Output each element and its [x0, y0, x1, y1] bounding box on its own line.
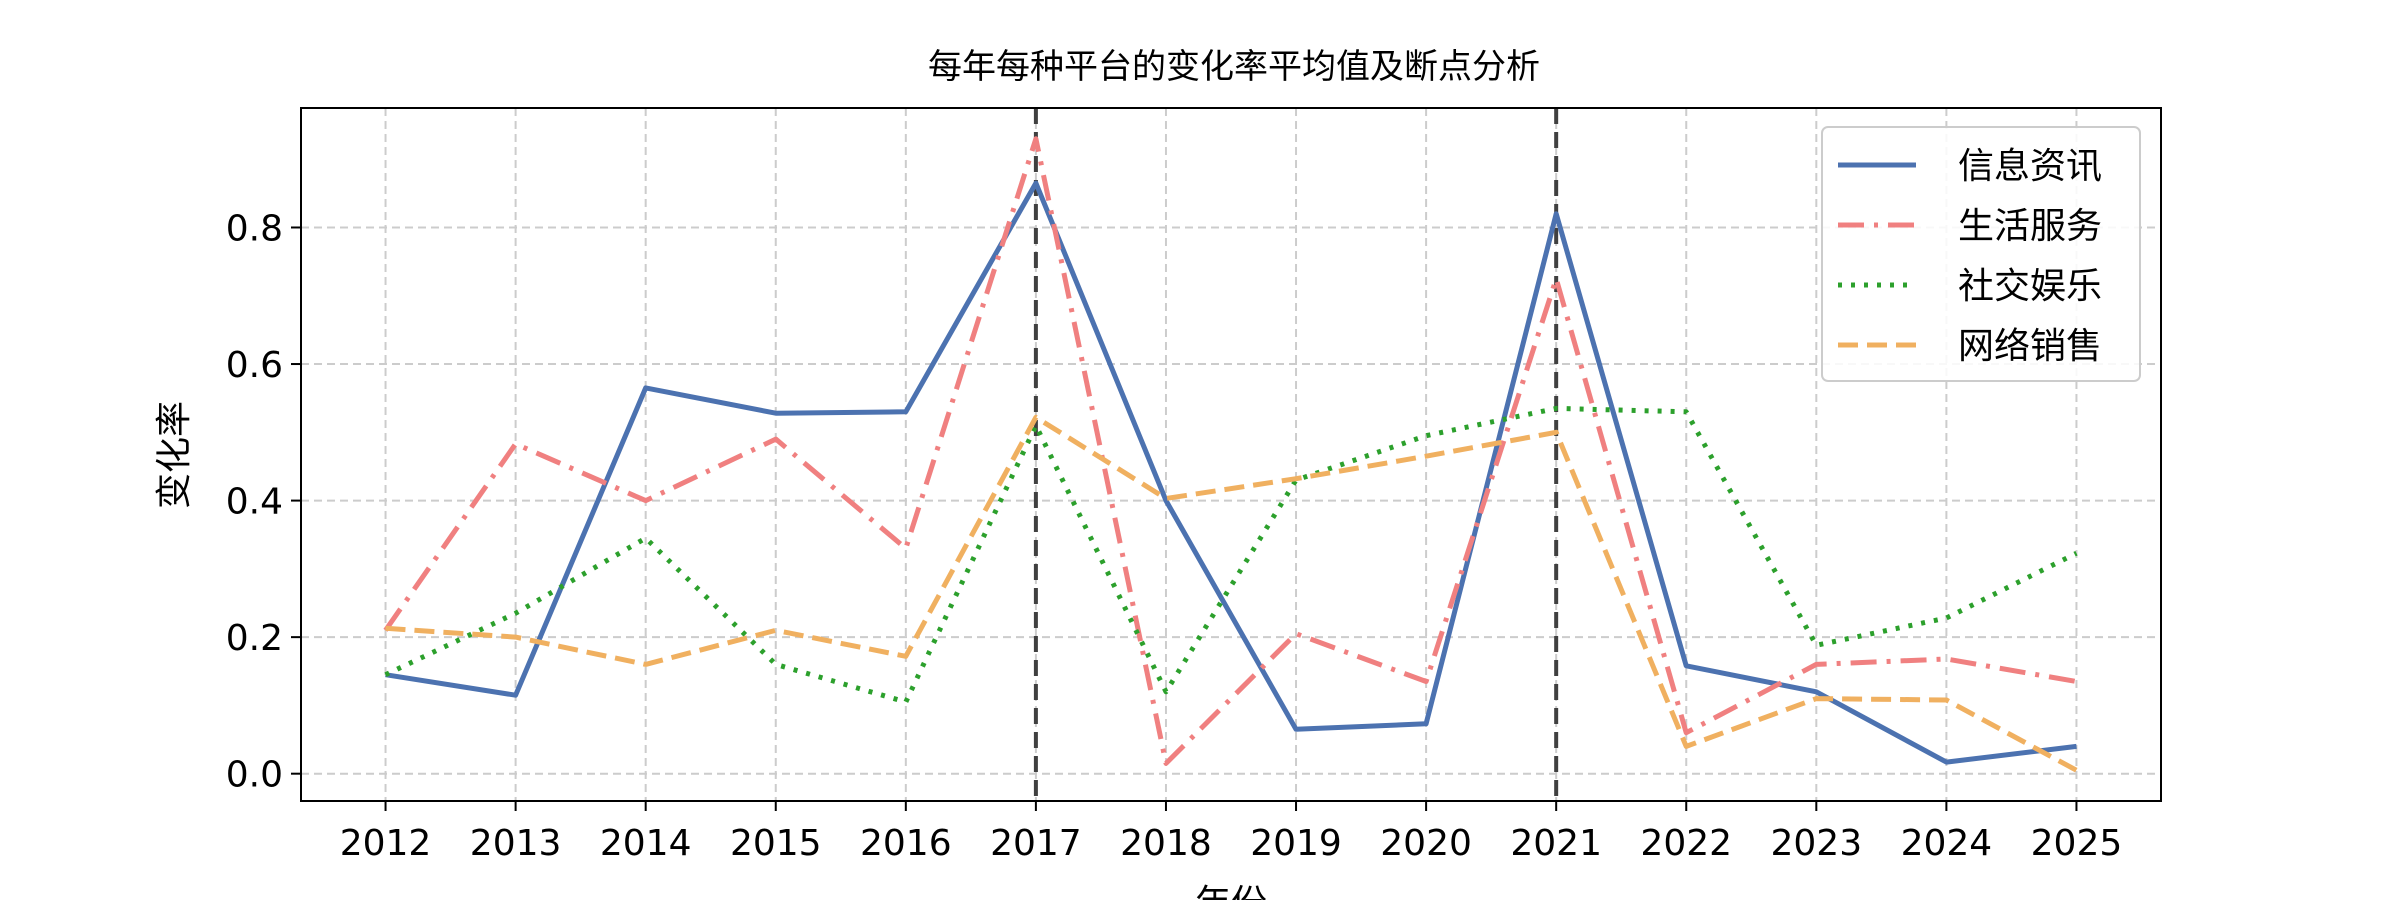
y-tick-label: 0.8	[226, 208, 283, 249]
series-line-0	[385, 180, 2077, 765]
y-tick-label: 0.6	[226, 345, 283, 386]
series-lines	[383, 136, 2078, 773]
x-tick-label: 2013	[470, 823, 562, 864]
x-tick-label: 2015	[730, 823, 822, 864]
y-tick-label: 0.4	[226, 482, 283, 523]
y-tick-label: 0.2	[226, 618, 283, 659]
x-axis: 2012 2013 2014 2015 2016 2017 2018 2019 2020 2021…	[340, 801, 2123, 864]
legend-label: 生活服务	[1958, 206, 2102, 247]
x-tick-label: 2012	[340, 823, 432, 864]
x-tick-label: 2018	[1120, 823, 1212, 864]
y-tick-label: 0.0	[226, 755, 283, 796]
series-line-3	[385, 414, 2078, 773]
legend-label: 社交娱乐	[1958, 266, 2102, 307]
x-tick-label: 2022	[1640, 823, 1732, 864]
x-tick-label: 2024	[1901, 823, 1993, 864]
y-axis-label: 变化率	[154, 401, 195, 509]
legend-box	[1821, 126, 2141, 382]
x-tick-label: 2016	[860, 823, 952, 864]
legend-label: 信息资讯	[1958, 146, 2102, 187]
x-tick-label: 2017	[990, 823, 1082, 864]
x-tick-label: 2019	[1250, 823, 1342, 864]
x-tick-label: 2014	[600, 823, 692, 864]
x-tick-label: 2023	[1771, 823, 1863, 864]
chart-title: 每年每种平台的变化率平均值及断点分析	[928, 47, 1540, 87]
x-axis-label: 年份	[1195, 883, 1267, 900]
plot-frame	[300, 107, 2162, 802]
y-axis: 0.0 0.2 0.4 0.6 0.8	[226, 208, 301, 796]
x-tick-label: 2025	[2031, 823, 2123, 864]
x-tick-label: 2021	[1510, 823, 1602, 864]
legend-label: 网络销售	[1958, 326, 2102, 367]
breakpoint-lines	[1033, 108, 1559, 801]
x-tick-label: 2020	[1380, 823, 1472, 864]
